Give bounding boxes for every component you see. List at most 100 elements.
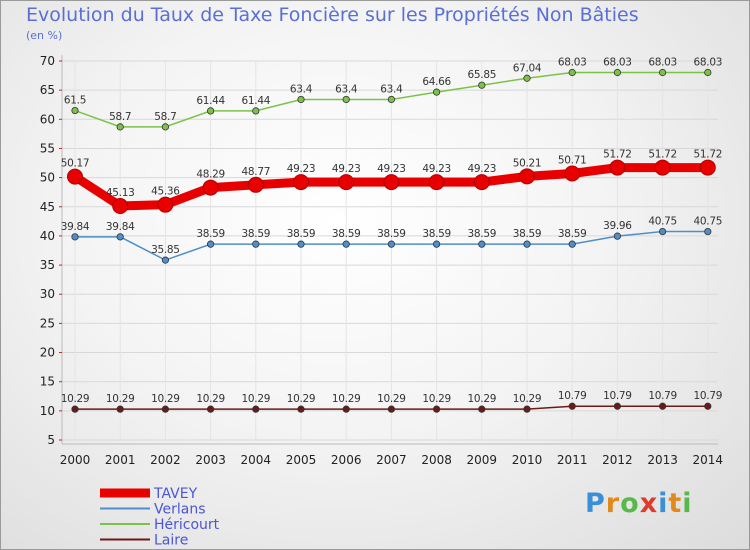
- data-point-verlans: [387, 240, 395, 248]
- logo-letter: r: [605, 488, 621, 519]
- data-label-tavey: 51.72: [603, 149, 632, 161]
- y-tick-label: 10: [40, 404, 55, 418]
- data-label-hricourt: 63.4: [380, 83, 403, 95]
- x-tick-label: 2003: [195, 453, 226, 467]
- data-point-tavey: [293, 174, 309, 191]
- data-label-verlans: 40.75: [694, 216, 723, 228]
- data-label-laire: 10.29: [468, 393, 497, 405]
- data-label-hricourt: 58.7: [154, 111, 176, 123]
- data-label-laire: 10.29: [332, 393, 361, 405]
- data-point-tavey: [564, 165, 581, 182]
- x-tick-label: 2001: [105, 453, 136, 467]
- y-tick-label: 5: [47, 433, 55, 447]
- data-point-laire: [116, 405, 124, 413]
- data-label-tavey: 48.29: [196, 169, 225, 181]
- x-tick-label: 2008: [421, 453, 452, 467]
- data-point-tavey: [112, 198, 129, 215]
- logo-letter: t: [668, 488, 683, 519]
- data-label-laire: 10.29: [242, 393, 271, 405]
- y-tick-label: 45: [40, 200, 55, 214]
- data-point-hricourt: [387, 95, 395, 104]
- data-label-hricourt: 65.85: [468, 69, 497, 81]
- data-label-tavey: 45.13: [106, 187, 135, 199]
- x-tick-label: 2011: [557, 453, 588, 467]
- data-label-verlans: 39.84: [106, 221, 135, 233]
- data-label-verlans: 38.59: [468, 228, 497, 240]
- data-point-tavey: [654, 159, 671, 176]
- data-label-verlans: 38.59: [422, 228, 451, 240]
- x-tick-label: 2000: [60, 453, 91, 467]
- data-point-laire: [161, 405, 169, 413]
- legend-label-hricourt: Héricourt: [154, 517, 220, 533]
- data-label-verlans: 35.85: [151, 244, 180, 256]
- data-label-tavey: 49.23: [468, 163, 497, 175]
- data-label-laire: 10.79: [603, 390, 632, 402]
- data-point-tavey: [519, 168, 535, 185]
- data-label-tavey: 51.72: [694, 149, 723, 161]
- x-tick-label: 2009: [467, 453, 498, 467]
- logo-letter: o: [620, 488, 640, 519]
- x-tick-label: 2014: [693, 453, 724, 467]
- data-label-hricourt: 68.03: [603, 56, 632, 68]
- y-tick-label: 20: [40, 346, 55, 360]
- data-label-hricourt: 67.04: [513, 62, 542, 74]
- y-tick-label: 50: [40, 171, 55, 185]
- data-label-tavey: 48.77: [242, 166, 271, 178]
- data-point-hricourt: [432, 88, 441, 96]
- data-point-hricourt: [161, 123, 169, 131]
- data-point-verlans: [161, 256, 169, 264]
- data-point-laire: [252, 405, 260, 413]
- data-point-hricourt: [613, 68, 622, 77]
- data-point-verlans: [252, 240, 260, 248]
- data-label-verlans: 38.59: [513, 228, 542, 240]
- data-point-tavey: [383, 174, 400, 191]
- data-label-hricourt: 68.03: [648, 56, 677, 68]
- data-point-laire: [658, 402, 667, 410]
- data-label-hricourt: 68.03: [558, 56, 587, 68]
- data-point-hricourt: [71, 106, 79, 115]
- logo-letter: i: [658, 488, 669, 519]
- data-point-verlans: [523, 240, 531, 248]
- data-label-hricourt: 58.7: [109, 111, 131, 123]
- data-label-hricourt: 64.66: [422, 76, 451, 88]
- data-labels: 39.84 39.84 35.85 38.59 38.59 38.59 38.59 38.59…: [61, 56, 723, 405]
- data-label-verlans: 38.59: [558, 228, 587, 240]
- data-point-verlans: [116, 233, 124, 241]
- x-tick-label: 2002: [150, 453, 181, 467]
- data-point-laire: [387, 405, 395, 413]
- data-label-laire: 10.29: [287, 393, 316, 405]
- data-label-tavey: 49.23: [287, 163, 316, 175]
- data-label-tavey: 50.71: [558, 154, 587, 166]
- data-label-verlans: 39.96: [603, 220, 632, 232]
- legend-label-laire: Laire: [154, 533, 188, 549]
- x-tick-label: 2013: [647, 453, 678, 467]
- logo-letter: P: [585, 488, 606, 519]
- data-label-tavey: 50.21: [513, 157, 542, 169]
- data-label-hricourt: 61.44: [196, 95, 225, 107]
- data-label-verlans: 38.59: [332, 228, 361, 240]
- y-tick-label: 65: [40, 83, 55, 97]
- data-label-verlans: 38.59: [377, 228, 406, 240]
- data-label-verlans: 38.59: [242, 228, 271, 240]
- data-point-verlans: [613, 232, 622, 240]
- y-tick-label: 25: [40, 316, 55, 330]
- data-label-laire: 10.29: [196, 393, 225, 405]
- data-label-hricourt: 61.44: [242, 95, 271, 107]
- data-label-hricourt: 68.03: [694, 56, 723, 68]
- data-label-tavey: 49.23: [377, 163, 406, 175]
- data-point-tavey: [157, 196, 174, 213]
- data-point-laire: [207, 405, 215, 413]
- y-tick-label: 70: [40, 54, 55, 68]
- data-point-hricourt: [252, 107, 260, 115]
- data-point-verlans: [704, 227, 712, 236]
- data-point-laire: [478, 405, 486, 413]
- data-point-verlans: [71, 233, 79, 241]
- data-point-verlans: [568, 240, 576, 248]
- data-label-hricourt: 63.4: [335, 83, 358, 95]
- data-point-hricourt: [478, 81, 486, 89]
- data-point-hricourt: [342, 95, 350, 104]
- data-label-laire: 10.79: [648, 390, 677, 402]
- chart-title: Evolution du Taux de Taxe Foncière sur l…: [26, 4, 639, 26]
- axes: 5 10 15 20 25 30 35 40 45 50 55 60 65 70 2000 2001 2002 2…: [40, 54, 723, 467]
